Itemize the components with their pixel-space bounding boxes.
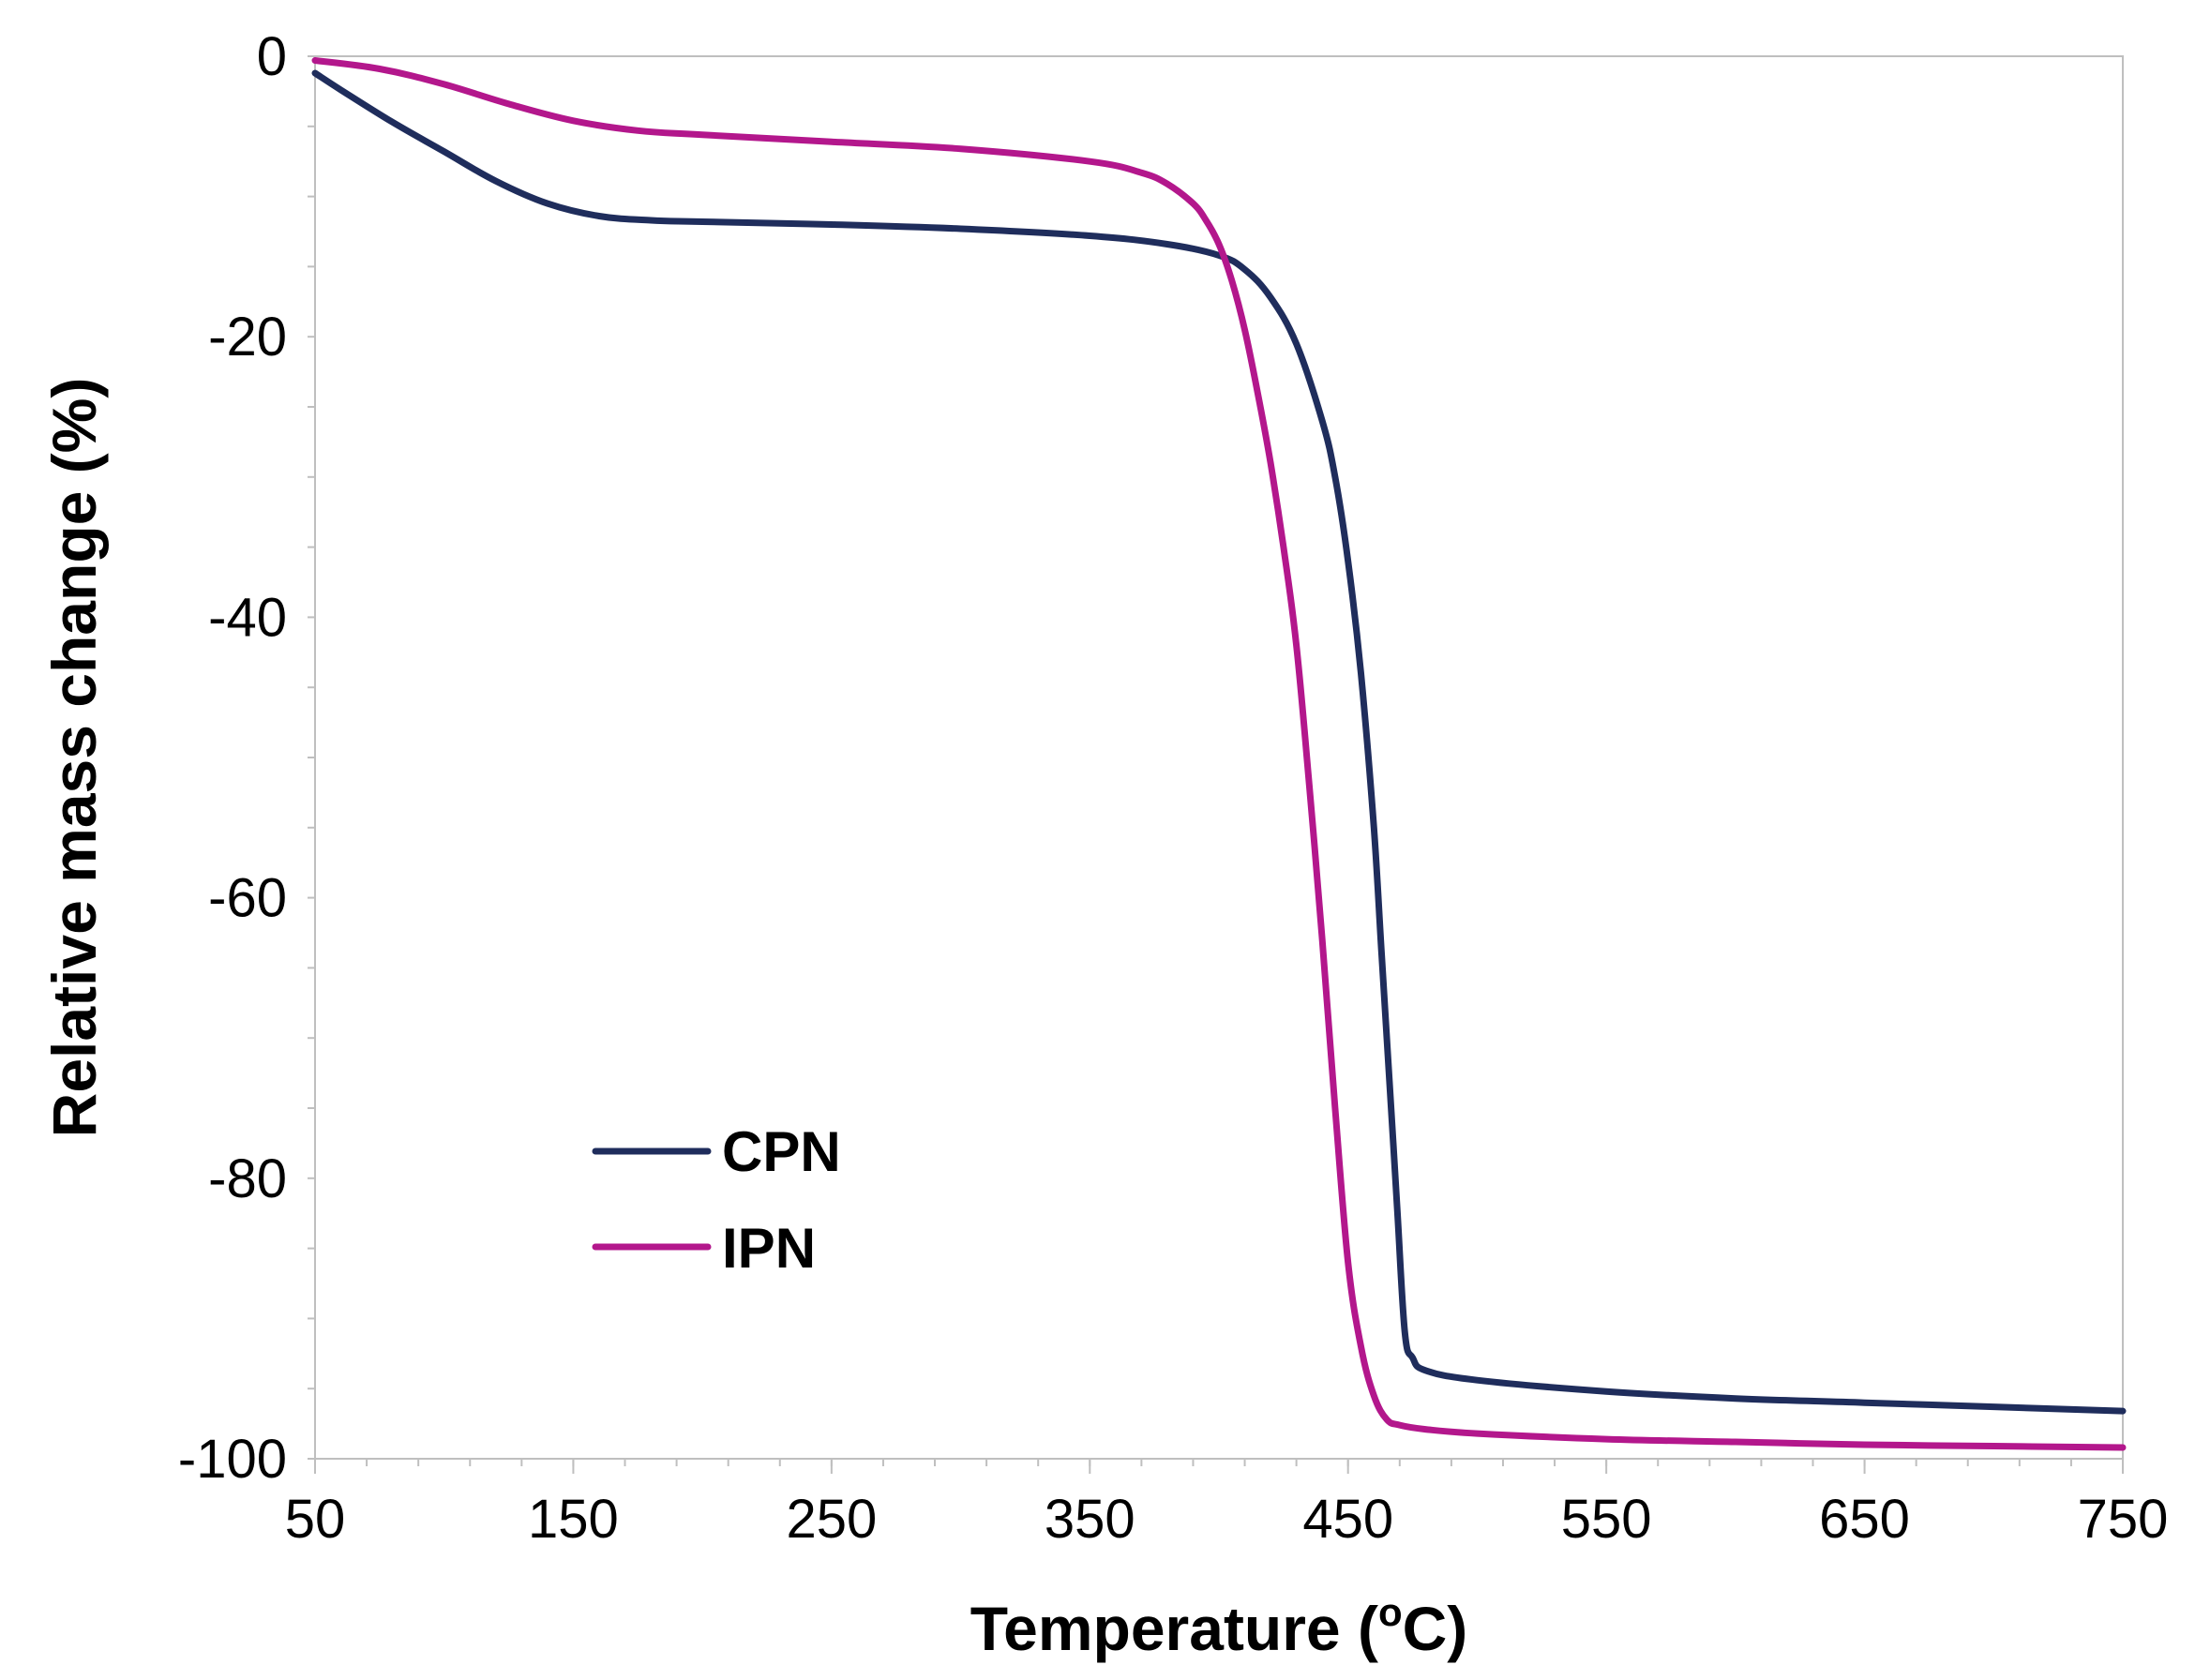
- y-axis-minor-ticks: [308, 55, 315, 1460]
- series-lines: [311, 57, 2127, 1451]
- legend-label-cpn: CPN: [722, 1120, 841, 1183]
- x-axis-title-end: C): [1403, 1594, 1468, 1663]
- x-tick-label: 350: [1045, 1489, 1135, 1550]
- plot-area: [314, 55, 2124, 1460]
- y-tick-label: 0: [257, 26, 287, 87]
- x-tick-label: 650: [1819, 1489, 1910, 1550]
- y-tick-label: -100: [178, 1429, 287, 1490]
- y-tick-label: -20: [208, 307, 287, 368]
- x-axis-tick-labels: 50 150 250 350 450 550 650 750: [285, 1489, 2169, 1550]
- y-tick-label: -40: [208, 587, 287, 648]
- y-tick-label: -60: [208, 868, 287, 929]
- x-tick-label: 250: [786, 1489, 877, 1550]
- x-axis-title-superscript: o: [1378, 1590, 1403, 1634]
- x-tick-label: 150: [528, 1489, 619, 1550]
- x-tick-label: 450: [1302, 1489, 1393, 1550]
- legend: CPN IPN: [592, 1120, 841, 1280]
- x-axis-title: Temperature (oC): [970, 1590, 1468, 1663]
- y-axis-tick-labels: 0 -20 -40 -60 -80 -100: [178, 26, 287, 1490]
- x-tick-label: 50: [285, 1489, 346, 1550]
- legend-label-ipn: IPN: [722, 1217, 816, 1280]
- series-line-cpn: [311, 69, 2127, 1415]
- y-axis-title: Relative mass change (%): [39, 378, 109, 1138]
- x-tick-label: 750: [2078, 1489, 2169, 1550]
- x-axis-title-main: Temperature (: [970, 1594, 1378, 1663]
- x-tick-label: 550: [1561, 1489, 1652, 1550]
- x-axis-minor-ticks: [314, 1459, 2124, 1474]
- y-tick-label: -80: [208, 1148, 287, 1209]
- series-line-ipn: [311, 57, 2127, 1451]
